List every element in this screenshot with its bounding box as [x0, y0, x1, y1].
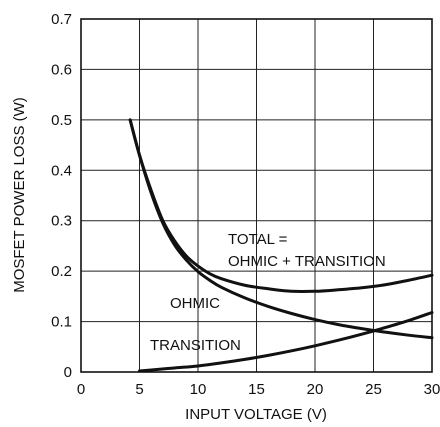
y-tick-label: 0.5: [51, 112, 72, 129]
x-tick-label: 15: [248, 381, 265, 398]
grid: [81, 19, 432, 372]
y-axis-title: MOSFET POWER LOSS (W): [11, 97, 28, 293]
annotation-total: OHMIC + TRANSITION: [228, 253, 386, 270]
y-tick-label: 0.6: [51, 61, 72, 78]
series-line-ohmic: [128, 118, 434, 340]
x-tick-label: 30: [424, 381, 440, 398]
x-tick-label: 10: [190, 381, 207, 398]
annotation-total: TOTAL =: [228, 231, 288, 248]
x-tick-label: 0: [77, 381, 85, 398]
y-tick-label: 0.4: [51, 162, 72, 179]
x-axis-title: INPUT VOLTAGE (V): [185, 406, 327, 423]
y-tick-label: 0.3: [51, 213, 72, 230]
series-line-transition: [138, 310, 434, 373]
x-tick-label: 20: [307, 381, 324, 398]
x-tick-label: 5: [135, 381, 143, 398]
annotation-ohmic: OHMIC: [170, 295, 220, 312]
plot-frame: [80, 18, 433, 373]
y-tick-label: 0.7: [51, 11, 72, 28]
annotations: TOTAL = OHMIC + TRANSITION OHMIC TRANSITION: [150, 231, 386, 354]
y-tick-label: 0.2: [51, 263, 72, 280]
x-tick-label: 25: [365, 381, 382, 398]
series-lines: [128, 118, 434, 373]
tick-labels: 0 5 10 15 20 25 30 0 0.1 0.2 0.3 0.4 0.5 0.6 0.7: [51, 11, 440, 398]
y-tick-label: 0.1: [51, 314, 72, 331]
annotation-transition: TRANSITION: [150, 337, 241, 354]
y-tick-label: 0: [64, 364, 72, 381]
